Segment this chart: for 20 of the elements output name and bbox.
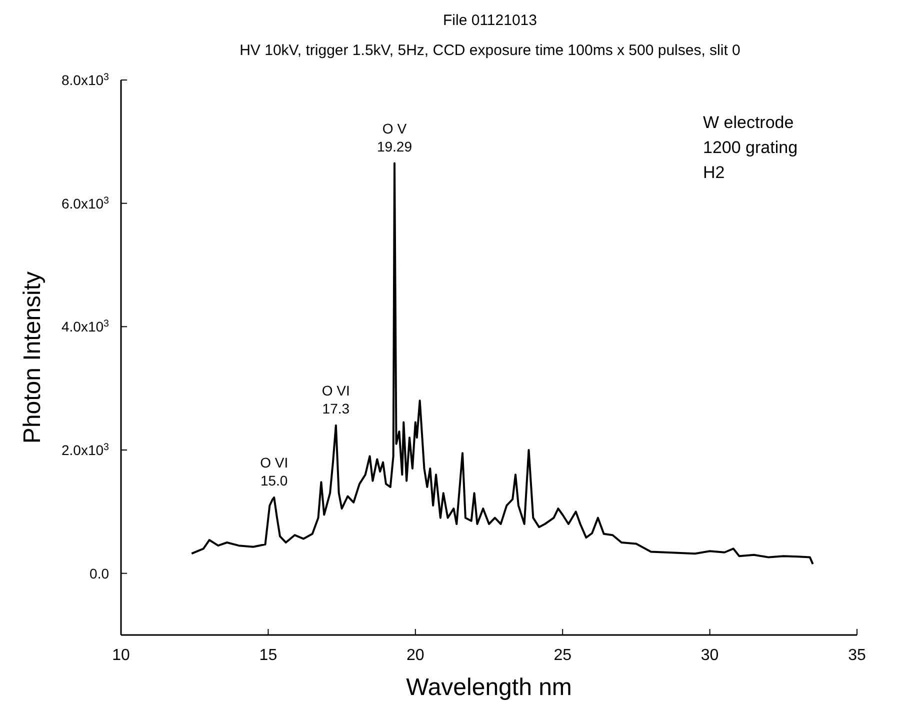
x-tick-label: 25 xyxy=(554,647,572,664)
chart-title: File 01121013 xyxy=(443,12,537,29)
y-axis-title: Photon Intensity xyxy=(19,271,46,444)
x-tick-label: 30 xyxy=(700,647,719,664)
annotation: O VI 17.3 xyxy=(322,382,350,416)
line-series xyxy=(190,162,814,566)
annotation: W electrode 1200 grating H2 xyxy=(703,113,798,182)
x-tick-label: 20 xyxy=(406,647,424,664)
y-tick-label: 0.0 xyxy=(90,565,110,582)
x-tick-label: 15 xyxy=(259,647,278,664)
y-tick-label: 4.0x10$^{3}$ xyxy=(62,318,110,335)
x-axis-title: Wavelength nm xyxy=(406,674,572,701)
x-tick-label: 35 xyxy=(848,647,866,664)
chart-subtitle: HV 10kV, trigger 1.5kV, 5Hz, CCD exposure time 100ms x 500 pulses, slit 0 xyxy=(240,42,740,59)
y-tick-label: 6.0x10$^{3}$ xyxy=(62,194,110,212)
y-tick-label: 2.0x10$^{3}$ xyxy=(62,442,110,458)
x-tick-label: 10 xyxy=(112,647,130,664)
annotation: O V 19.29 xyxy=(376,120,412,154)
y-tick-label: 8.0x10$^{3}$ xyxy=(62,72,110,88)
annotation: O VI 15.0 xyxy=(260,454,288,488)
